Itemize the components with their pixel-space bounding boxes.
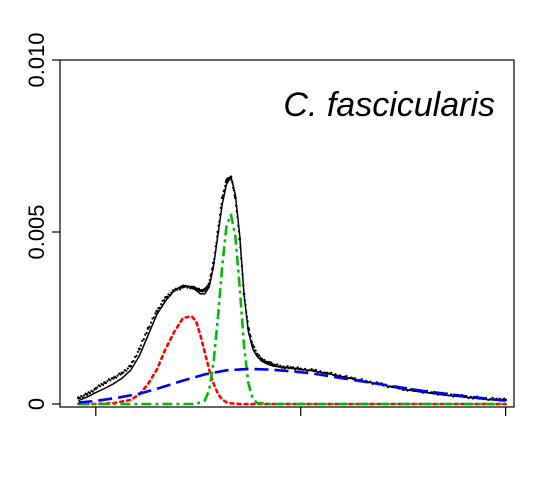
data-point bbox=[253, 346, 256, 349]
data-point bbox=[330, 371, 333, 374]
y-tick-label: 0 bbox=[24, 398, 49, 410]
data-point bbox=[78, 396, 81, 399]
data-point bbox=[148, 325, 151, 328]
data-point bbox=[125, 369, 128, 372]
data-point bbox=[142, 338, 145, 341]
data-point bbox=[128, 365, 131, 368]
data-point bbox=[139, 344, 142, 347]
data-point bbox=[119, 373, 122, 376]
data-point bbox=[138, 347, 141, 351]
data-point bbox=[163, 299, 166, 302]
data-point bbox=[259, 356, 262, 359]
data-point bbox=[145, 331, 148, 335]
data-point bbox=[296, 366, 299, 369]
data-point bbox=[276, 363, 279, 366]
data-point bbox=[205, 287, 208, 290]
data-point bbox=[116, 374, 119, 377]
data-point bbox=[261, 358, 264, 361]
data-point bbox=[109, 379, 112, 382]
data-point bbox=[136, 350, 140, 353]
species-annotation: C. fascicularis bbox=[283, 86, 495, 124]
series-line-dashed bbox=[78, 367, 506, 404]
x-axis bbox=[95, 407, 507, 416]
data-point bbox=[96, 386, 99, 389]
data-point bbox=[104, 382, 108, 385]
data-point bbox=[224, 180, 227, 184]
data-point bbox=[310, 368, 313, 371]
data-point bbox=[345, 374, 348, 378]
data-point bbox=[263, 358, 266, 362]
series-line-dotted bbox=[77, 315, 507, 406]
data-point bbox=[314, 368, 318, 371]
data-point bbox=[155, 309, 159, 313]
data-point bbox=[110, 377, 113, 380]
data-point bbox=[144, 333, 147, 336]
data-point bbox=[154, 312, 157, 315]
data-point bbox=[84, 392, 87, 395]
data-point bbox=[258, 354, 261, 357]
data-point bbox=[126, 367, 129, 370]
data-point bbox=[149, 321, 153, 324]
data-point bbox=[132, 359, 135, 363]
data-point bbox=[186, 286, 189, 289]
data-point bbox=[410, 387, 413, 390]
data-point bbox=[135, 354, 138, 357]
data-point bbox=[83, 394, 86, 397]
data-point bbox=[197, 287, 201, 290]
y-tick-label: 0.010 bbox=[24, 32, 49, 87]
data-point bbox=[88, 391, 92, 395]
data-point bbox=[152, 316, 156, 319]
data-point bbox=[106, 380, 109, 383]
data-point bbox=[360, 378, 363, 381]
data-point bbox=[91, 390, 94, 393]
data-point bbox=[115, 376, 118, 379]
y-axis: 0 0.005 0.010 bbox=[24, 32, 60, 410]
series-line-dashdot bbox=[78, 213, 506, 406]
data-point bbox=[101, 383, 105, 386]
data-point bbox=[183, 285, 186, 289]
plot-frame bbox=[59, 59, 515, 408]
data-point bbox=[93, 388, 96, 391]
data-point bbox=[254, 349, 257, 352]
data-point bbox=[178, 288, 182, 291]
data-point bbox=[160, 303, 163, 306]
data-point bbox=[141, 339, 144, 342]
data-point bbox=[146, 326, 150, 330]
series-layer bbox=[76, 175, 508, 406]
data-point bbox=[189, 287, 192, 290]
data-point bbox=[80, 394, 83, 398]
y-tick-label: 0.005 bbox=[24, 204, 49, 259]
data-point bbox=[122, 371, 125, 374]
data-point bbox=[99, 385, 102, 388]
data-point bbox=[286, 365, 289, 368]
